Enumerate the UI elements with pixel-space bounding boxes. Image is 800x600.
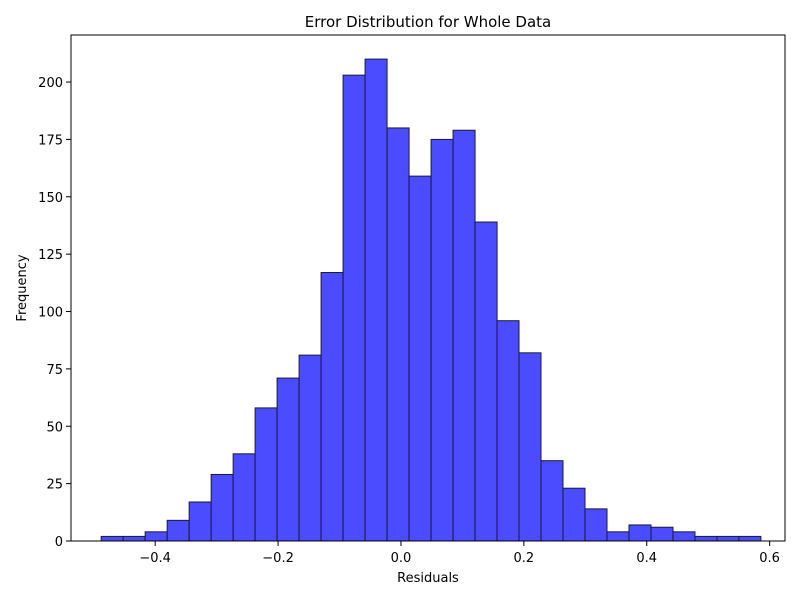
histogram-bar-6 xyxy=(232,453,256,542)
histogram-bar-15 xyxy=(430,138,454,542)
histogram-bar-5 xyxy=(210,473,234,542)
x-tick-label-4: 0.4 xyxy=(636,551,657,566)
histogram-bar-9 xyxy=(298,354,322,542)
histogram-bar-8 xyxy=(276,377,300,542)
histogram-bar-24 xyxy=(628,524,652,542)
histogram-bar-3 xyxy=(166,519,190,542)
y-tick-label-7: 175 xyxy=(38,133,63,148)
y-tick-label-6: 150 xyxy=(38,191,63,206)
y-tick-label-3: 75 xyxy=(46,363,63,378)
histogram-bar-26 xyxy=(672,531,696,542)
histogram-bar-14 xyxy=(408,175,432,542)
histogram-bar-28 xyxy=(716,535,740,542)
histogram-bar-12 xyxy=(364,58,388,542)
histogram-bar-4 xyxy=(188,501,212,542)
x-tick-label-1: −0.2 xyxy=(262,551,294,566)
histogram-bar-18 xyxy=(496,320,520,542)
histogram-bar-2 xyxy=(144,531,168,542)
y-tick-label-8: 200 xyxy=(38,76,63,91)
histogram-bar-23 xyxy=(606,531,630,542)
histogram-bar-25 xyxy=(650,526,674,542)
y-axis-label: Frequency xyxy=(15,254,30,321)
histogram-bar-22 xyxy=(584,508,608,542)
y-tick-label-2: 50 xyxy=(46,420,63,435)
x-tick-label-5: 0.6 xyxy=(759,551,780,566)
histogram-bar-7 xyxy=(254,407,278,542)
histogram-bar-10 xyxy=(320,272,344,542)
x-axis-label: Residuals xyxy=(397,571,459,586)
y-tick-label-5: 125 xyxy=(38,248,63,263)
histogram-bar-27 xyxy=(694,535,718,542)
x-tick-label-3: 0.2 xyxy=(514,551,535,566)
y-tick-label-0: 0 xyxy=(55,535,63,550)
x-tick-label-0: −0.4 xyxy=(139,551,171,566)
x-tick-label-2: 0.0 xyxy=(391,551,412,566)
histogram-bar-1 xyxy=(122,535,146,542)
histogram-bar-17 xyxy=(474,221,498,542)
y-axis-ticks: 0 25 50 75 100 125 150 175 200 xyxy=(38,76,71,550)
histogram-bar-16 xyxy=(452,129,476,542)
y-tick-label-1: 25 xyxy=(46,478,63,493)
histogram-bar-29 xyxy=(738,535,762,542)
chart-title: Error Distribution for Whole Data xyxy=(305,13,552,31)
y-tick-label-4: 100 xyxy=(38,306,63,321)
histogram-bar-21 xyxy=(562,487,586,542)
histogram-bar-11 xyxy=(342,74,366,542)
plot-frame xyxy=(70,34,786,542)
histogram-bar-20 xyxy=(540,460,564,542)
histogram-bar-13 xyxy=(386,127,410,542)
histogram-bar-19 xyxy=(518,352,542,542)
histogram-bar-0 xyxy=(100,535,124,542)
x-axis-ticks: −0.4 −0.2 0.0 0.2 0.4 0.6 xyxy=(139,541,780,566)
